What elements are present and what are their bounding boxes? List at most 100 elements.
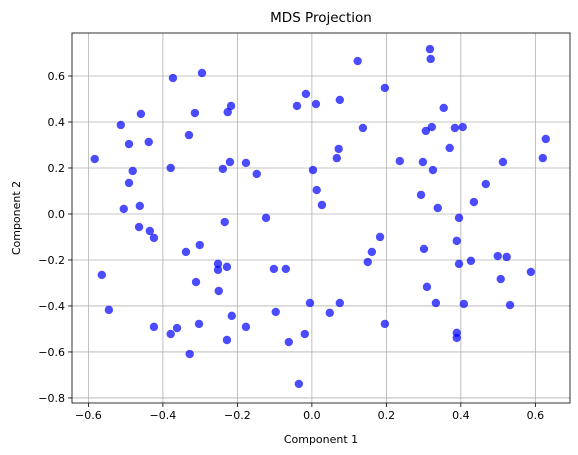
point <box>197 68 207 78</box>
x-tick-label: 0.6 <box>527 409 545 422</box>
point <box>213 265 223 275</box>
point <box>226 101 236 111</box>
point <box>334 144 343 154</box>
point <box>466 256 476 266</box>
point <box>181 247 191 257</box>
point <box>375 232 385 242</box>
point <box>144 137 153 147</box>
point <box>185 349 194 359</box>
point <box>422 282 432 292</box>
point <box>335 298 345 308</box>
point <box>135 201 144 211</box>
point <box>419 244 429 254</box>
point <box>459 299 469 309</box>
point <box>312 185 321 195</box>
y-tick-label: 0.0 <box>48 208 66 221</box>
point <box>145 226 155 236</box>
point <box>116 120 125 130</box>
point <box>452 236 461 246</box>
point <box>526 267 536 277</box>
point <box>305 298 315 308</box>
chart-title: MDS Projection <box>270 10 372 26</box>
y-tick-label: 0.4 <box>48 116 66 129</box>
point <box>481 179 491 189</box>
point <box>416 190 426 200</box>
point <box>124 139 134 149</box>
point <box>222 262 232 272</box>
point <box>538 153 548 163</box>
point <box>428 165 438 175</box>
point <box>168 73 178 83</box>
point <box>252 169 261 179</box>
point <box>90 154 99 164</box>
point <box>367 247 377 257</box>
y-tick-label: −0.8 <box>38 392 65 405</box>
point <box>426 54 435 64</box>
point <box>332 153 342 163</box>
point <box>363 257 372 267</box>
point <box>541 134 550 144</box>
point <box>502 252 511 262</box>
point <box>172 323 182 333</box>
point <box>119 204 128 214</box>
point <box>395 156 404 166</box>
y-tick-label: −0.4 <box>38 300 65 313</box>
point <box>433 203 442 213</box>
point <box>214 286 223 296</box>
point <box>335 95 345 105</box>
y-tick-label: −0.6 <box>38 346 65 359</box>
x-tick-label: 0.0 <box>303 409 321 422</box>
point <box>220 217 229 227</box>
x-tick-label: 0.2 <box>378 409 396 422</box>
point <box>300 329 309 339</box>
point <box>380 83 390 93</box>
point <box>498 157 508 167</box>
point <box>301 89 311 99</box>
point <box>421 126 431 136</box>
y-tick-label: −0.2 <box>38 254 65 267</box>
point <box>450 123 460 133</box>
y-tick-label: 0.6 <box>48 70 66 83</box>
point <box>281 264 291 274</box>
point <box>454 259 464 269</box>
point <box>427 122 437 132</box>
point <box>97 270 106 280</box>
point <box>166 329 175 339</box>
point <box>439 103 448 113</box>
point <box>425 44 435 54</box>
point <box>191 277 201 287</box>
point <box>241 322 251 332</box>
point <box>218 164 228 174</box>
x-tick-label: −0.6 <box>75 409 102 422</box>
point <box>380 319 390 329</box>
point <box>311 99 321 109</box>
point <box>292 101 302 111</box>
point <box>190 108 200 118</box>
point <box>271 307 280 317</box>
point <box>496 274 505 284</box>
point <box>418 157 428 167</box>
point <box>241 158 251 168</box>
point <box>128 166 137 176</box>
point <box>294 379 304 389</box>
point <box>149 233 159 243</box>
point <box>452 333 461 343</box>
point <box>445 143 454 153</box>
point <box>136 109 146 119</box>
point <box>166 163 175 173</box>
point <box>223 107 232 117</box>
point <box>269 264 279 274</box>
point <box>308 165 318 175</box>
point <box>149 322 159 332</box>
y-tick-label: 0.2 <box>48 162 66 175</box>
point <box>458 122 467 132</box>
point <box>317 200 327 210</box>
point <box>261 213 271 223</box>
point <box>469 197 479 207</box>
x-axis-label: Component 1 <box>284 433 358 446</box>
point <box>227 311 236 321</box>
point <box>213 259 223 269</box>
x-tick-label: 0.4 <box>452 409 470 422</box>
y-axis-label: Component 2 <box>10 181 23 255</box>
